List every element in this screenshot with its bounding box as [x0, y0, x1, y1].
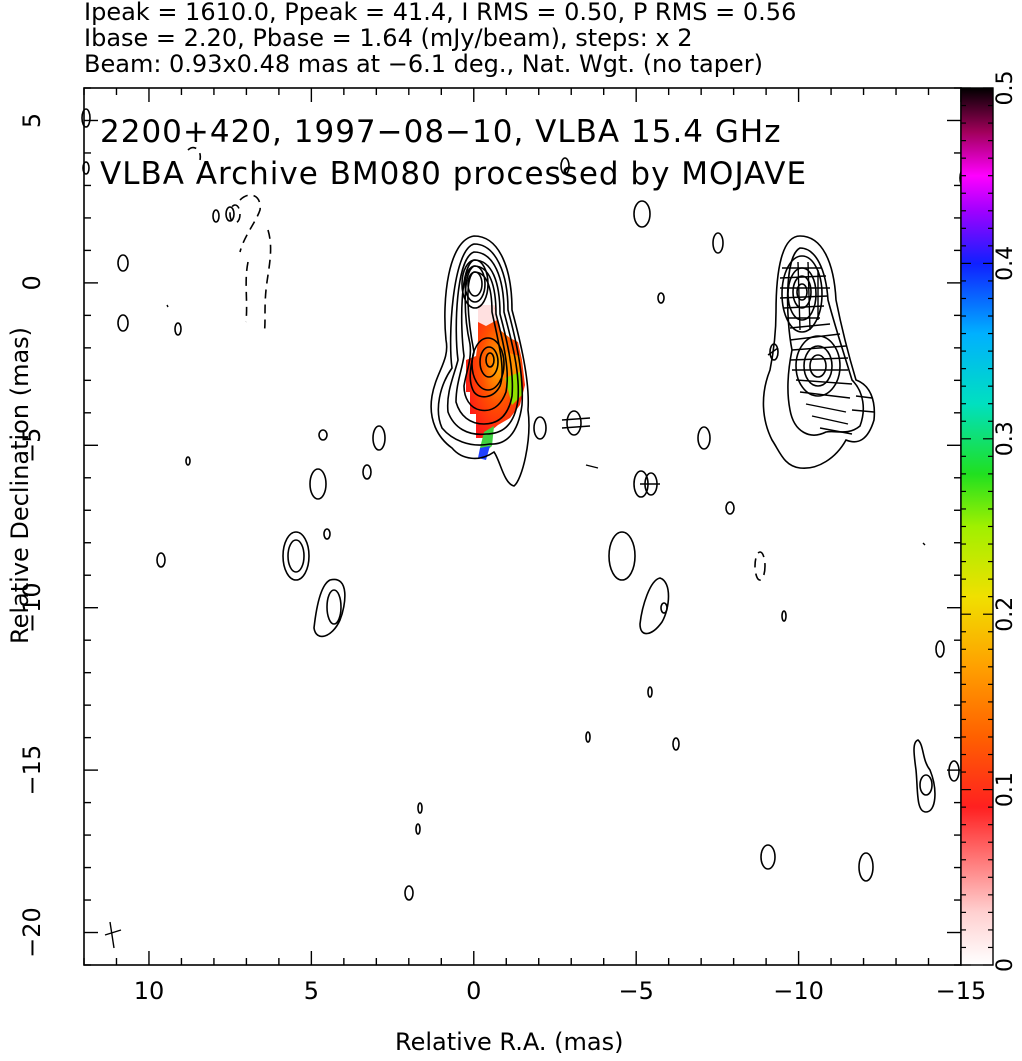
x-axis-label: Relative R.A. (mas) [395, 1028, 624, 1056]
colorbar-tick-labels: 0 0.1 0.2 0.3 0.4 0.5 [993, 71, 1018, 973]
colorbar-tick-label: 0.3 [993, 421, 1018, 456]
x-tick-label: −15 [936, 977, 987, 1005]
colorbar-tick-label: 0.1 [993, 772, 1018, 807]
header-line-1: Ipeak = 1610.0, Ppeak = 41.4, I RMS = 0.… [84, 0, 797, 26]
intensity-contours [81, 108, 967, 901]
y-axis-label: Relative Declination (mas) [6, 326, 34, 644]
plot-frame [83, 87, 962, 966]
source-title: 2200+420, 1997−08−10, VLBA 15.4 GHz [100, 114, 782, 150]
axis-ticks [83, 87, 962, 966]
y-tick-label: −15 [18, 745, 46, 796]
y-tick-label: −5 [18, 428, 46, 463]
y-tick-label: −10 [18, 582, 46, 633]
colorbar-ticks [961, 87, 993, 966]
y-tick-label: 5 [18, 113, 46, 128]
x-tick-label: 5 [304, 977, 319, 1005]
x-tick-label: 0 [466, 977, 481, 1005]
plot-header: Ipeak = 1610.0, Ppeak = 41.4, I RMS = 0.… [84, 0, 1014, 78]
negative-contours [187, 146, 766, 581]
x-tick-label: 10 [134, 977, 165, 1005]
x-tick-label: −10 [773, 977, 824, 1005]
x-tick-label: −5 [618, 977, 653, 1005]
header-line-2: Ibase = 2.20, Pbase = 1.64 (mJy/beam), s… [84, 24, 693, 52]
header-line-3: Beam: 0.93x0.48 mas at −6.1 deg., Nat. W… [84, 50, 763, 78]
colorbar-tick-label: 0.5 [993, 71, 1018, 106]
axis-tick-labels: 10 5 0 −5 −10 −15 5 0 −5 −10 −15 −20 [18, 113, 986, 1005]
colorbar-tick-label: 0.4 [993, 246, 1018, 281]
colorbar-tick-label: 0.2 [993, 597, 1018, 632]
colorbar-tick-label: 0 [993, 958, 1018, 972]
archive-title: VLBA Archive BM080 processed by MOJAVE [100, 156, 808, 192]
y-tick-label: 0 [18, 275, 46, 290]
polarization-vectors [104, 261, 926, 949]
y-tick-label: −20 [18, 907, 46, 958]
colorbar [960, 87, 994, 966]
